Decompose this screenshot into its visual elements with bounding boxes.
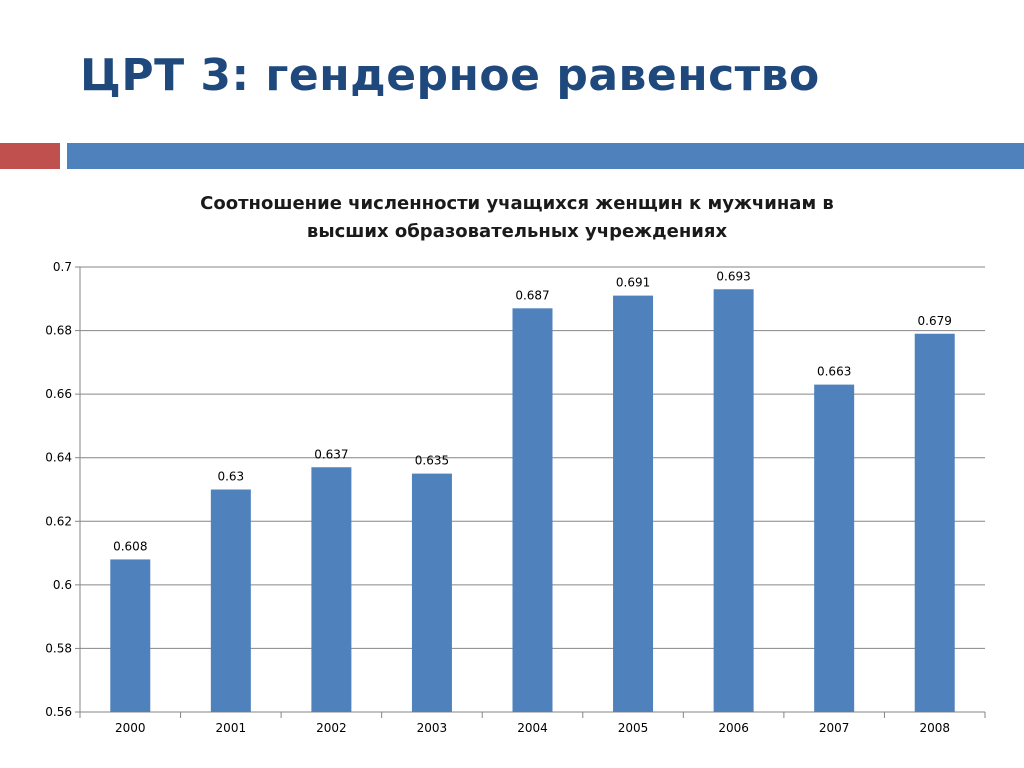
data-label-2003: 0.635: [415, 454, 449, 468]
data-label-2005: 0.691: [616, 276, 650, 290]
x-tick-label-2002: 2002: [316, 721, 347, 735]
y-tick-label: 0.6: [53, 578, 72, 592]
data-label-2004: 0.687: [515, 288, 549, 302]
slide-title: ЦРТ 3: гендерное равенство: [80, 50, 820, 101]
accent-bar-red: [0, 143, 60, 169]
x-tick-label-2006: 2006: [718, 721, 749, 735]
x-tick-label-2000: 2000: [115, 721, 146, 735]
bar-2001: [210, 489, 251, 712]
bar-2000: [110, 559, 151, 712]
x-tick-label-2004: 2004: [517, 721, 548, 735]
bar-2005: [613, 295, 654, 712]
data-label-2002: 0.637: [314, 447, 348, 461]
data-label-2006: 0.693: [716, 269, 750, 283]
x-tick-label-2001: 2001: [216, 721, 247, 735]
accent-bar-blue: [67, 143, 1024, 169]
y-tick-label: 0.68: [45, 324, 72, 338]
y-tick-label: 0.66: [45, 387, 72, 401]
chart-title-line-1: Соотношение численности учащихся женщин …: [200, 193, 834, 214]
data-label-2000: 0.608: [113, 539, 147, 553]
bar-2006: [713, 289, 754, 712]
data-label-2001: 0.63: [217, 470, 244, 484]
bar-2004: [512, 308, 553, 712]
y-tick-label: 0.7: [53, 260, 72, 274]
chart-title-line-2: высших образовательных учреждениях: [306, 221, 728, 242]
x-tick-label-2003: 2003: [417, 721, 448, 735]
bar-2007: [814, 384, 855, 712]
chart-title: Соотношение численности учащихся женщин …: [100, 190, 934, 246]
x-tick-label-2007: 2007: [819, 721, 850, 735]
y-tick-label: 0.56: [45, 705, 72, 719]
data-label-2008: 0.679: [918, 314, 952, 328]
x-tick-label-2008: 2008: [919, 721, 950, 735]
bar-2002: [311, 467, 352, 712]
y-tick-label: 0.64: [45, 451, 72, 465]
x-tick-label-2005: 2005: [618, 721, 649, 735]
bar-2003: [411, 473, 452, 712]
data-label-2007: 0.663: [817, 365, 851, 379]
y-tick-label: 0.58: [45, 641, 72, 655]
bar-2008: [914, 333, 955, 712]
y-tick-label: 0.62: [45, 514, 72, 528]
